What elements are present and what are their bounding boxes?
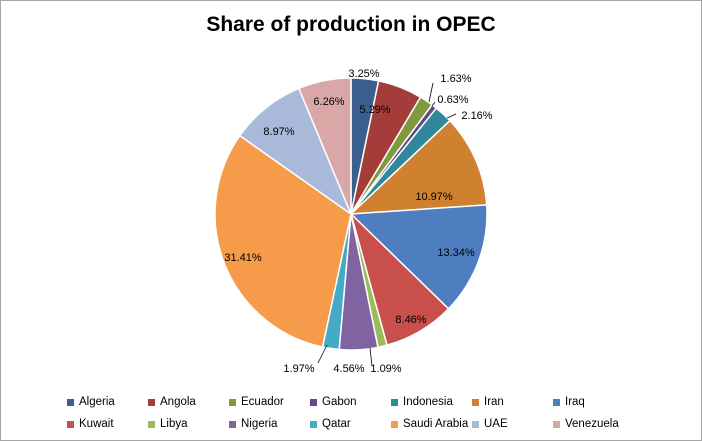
pie-slice-venezuela (297, 77, 352, 215)
legend-swatch (67, 420, 74, 428)
legend-swatch (310, 420, 317, 428)
data-label-algeria: 3.25% (348, 68, 379, 80)
data-label-libya: 1.09% (370, 363, 401, 375)
leader-line (428, 82, 434, 103)
leader-line (317, 344, 328, 364)
data-label-indonesia: 2.16% (461, 110, 492, 122)
legend-item-iraq: Iraq (553, 396, 634, 408)
legend-swatch (67, 398, 74, 406)
data-label-angola: 5.29% (359, 104, 390, 116)
legend-row: Algeria Angola Ecuador Gabon Indonesia Iran Ir… (67, 391, 687, 413)
legend-label: Iran (484, 396, 504, 408)
legend-item-saudi-arabia: Saudi Arabia (391, 418, 472, 430)
legend-item-gabon: Gabon (310, 396, 391, 408)
legend-item-uae: UAE (472, 418, 553, 430)
data-label-gabon: 0.63% (437, 94, 468, 106)
legend-row: Kuwait Libya Nigeria Qatar Saudi Arabia UAE Ve… (67, 413, 687, 435)
legend-swatch (310, 398, 317, 406)
data-label-uae: 8.97% (263, 126, 294, 138)
legend-item-nigeria: Nigeria (229, 418, 310, 430)
data-label-iran: 10.97% (415, 191, 453, 203)
legend-item-angola: Angola (148, 396, 229, 408)
legend-item-libya: Libya (148, 418, 229, 430)
legend-swatch (148, 398, 155, 406)
leader-line (431, 101, 436, 107)
legend-item-venezuela: Venezuela (553, 418, 634, 430)
legend-item-ecuador: Ecuador (229, 396, 310, 408)
legend-label: Venezuela (565, 418, 619, 430)
legend-swatch (472, 420, 479, 428)
legend-swatch (229, 398, 236, 406)
legend-swatch (391, 398, 398, 406)
data-label-ecuador: 1.63% (440, 73, 471, 85)
legend-label: Indonesia (403, 396, 453, 408)
legend-swatch (148, 420, 155, 428)
data-label-nigeria: 4.56% (333, 363, 364, 375)
legend-label: Ecuador (241, 396, 284, 408)
data-label-qatar: 1.97% (283, 363, 314, 375)
legend-swatch (391, 420, 398, 428)
legend-label: UAE (484, 418, 508, 430)
pie-slice-iran (348, 119, 488, 215)
chart-title: Share of production in OPEC (206, 13, 496, 36)
legend-item-algeria: Algeria (67, 396, 148, 408)
legend-label: Qatar (322, 418, 351, 430)
legend-label: Nigeria (241, 418, 278, 430)
legend-swatch (472, 398, 479, 406)
legend-item-kuwait: Kuwait (67, 418, 148, 430)
data-label-iraq: 13.34% (437, 247, 475, 259)
legend-label: Iraq (565, 396, 585, 408)
data-label-kuwait: 8.46% (395, 314, 426, 326)
data-label-saudi-arabia: 31.41% (224, 252, 262, 264)
legend: Algeria Angola Ecuador Gabon Indonesia Iran Ir… (67, 391, 687, 435)
legend-swatch (229, 420, 236, 428)
pie-slice-saudi-arabia (214, 134, 352, 348)
legend-swatch (553, 420, 560, 428)
legend-item-qatar: Qatar (310, 418, 391, 430)
leader-line (446, 113, 457, 119)
data-label-venezuela: 6.26% (313, 96, 344, 108)
legend-swatch (553, 398, 560, 406)
legend-item-indonesia: Indonesia (391, 396, 472, 408)
legend-label: Saudi Arabia (403, 418, 469, 430)
leader-line (369, 347, 373, 367)
legend-label: Angola (160, 396, 196, 408)
legend-item-iran: Iran (472, 396, 553, 408)
legend-label: Kuwait (79, 418, 114, 430)
legend-label: Libya (160, 418, 188, 430)
pie-slice-iraq (349, 204, 488, 310)
legend-label: Gabon (322, 396, 357, 408)
legend-label: Algeria (79, 396, 115, 408)
